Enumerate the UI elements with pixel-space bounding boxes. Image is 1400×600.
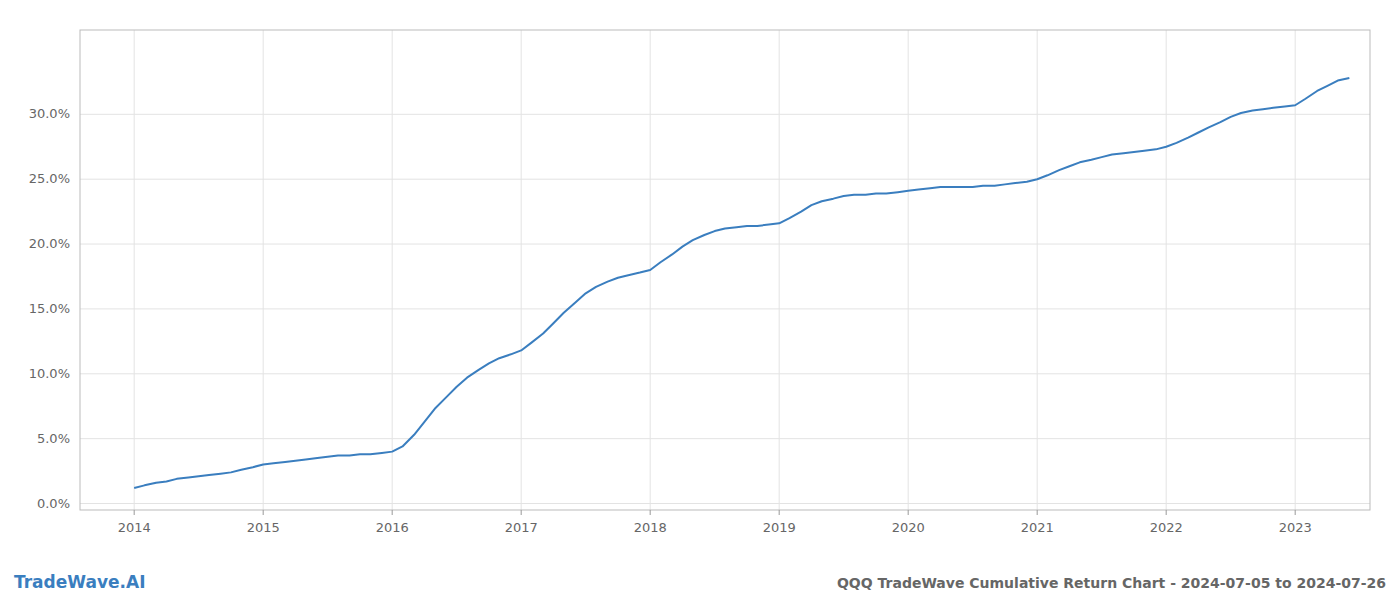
x-tick (1037, 510, 1038, 515)
x-tick-label: 2016 (376, 520, 409, 535)
x-grid-line (1166, 30, 1167, 510)
x-tick (1295, 510, 1296, 515)
x-tick (1166, 510, 1167, 515)
x-grid-line (779, 30, 780, 510)
x-tick (908, 510, 909, 515)
y-tick-label: 10.0% (29, 366, 70, 381)
y-tick-label: 20.0% (29, 236, 70, 251)
grid (80, 30, 1370, 510)
y-grid-line (80, 503, 1370, 504)
x-tick (134, 510, 135, 515)
y-axis: 0.0% 5.0% 10.0% 15.0% 20.0% 25.0% 30.0% (29, 106, 70, 510)
x-tick-label: 2019 (763, 520, 796, 535)
x-axis: 2014 2015 2016 2017 2018 2019 2020 2021 2022 2023 (118, 510, 1312, 535)
chart-container: 2014 2015 2016 2017 2018 2019 2020 2021 2022 2023… (0, 0, 1400, 600)
x-tick (779, 510, 780, 515)
x-tick-label: 2017 (505, 520, 538, 535)
y-grid-line (80, 308, 1370, 309)
x-tick-label: 2018 (634, 520, 667, 535)
x-tick (392, 510, 393, 515)
x-tick-label: 2015 (247, 520, 280, 535)
plot-frame (80, 30, 1370, 510)
x-tick-label: 2023 (1279, 520, 1312, 535)
watermark: TradeWave.AI (14, 572, 145, 592)
chart: 2014 2015 2016 2017 2018 2019 2020 2021 2022 2023… (0, 0, 1400, 600)
x-tick-label: 2021 (1021, 520, 1054, 535)
x-tick (263, 510, 264, 515)
y-grid-line (80, 179, 1370, 180)
x-grid-line (1295, 30, 1296, 510)
y-tick-label: 30.0% (29, 106, 70, 121)
title: QQQ TradeWave Cumulative Return Chart - … (837, 575, 1386, 591)
x-grid-line (263, 30, 264, 510)
y-grid-line (80, 438, 1370, 439)
y-tick-label: 0.0% (37, 496, 70, 511)
x-tick-label: 2020 (892, 520, 925, 535)
x-tick (521, 510, 522, 515)
y-grid-line (80, 114, 1370, 115)
y-grid-line (80, 244, 1370, 245)
y-grid-line (80, 373, 1370, 374)
plot-area (134, 78, 1349, 488)
x-grid-line (1037, 30, 1038, 510)
x-grid-line (521, 30, 522, 510)
y-tick-label: 25.0% (29, 171, 70, 186)
x-grid-line (908, 30, 909, 510)
x-grid-line (134, 30, 135, 510)
x-tick-label: 2014 (118, 520, 151, 535)
x-tick (650, 510, 651, 515)
line (134, 78, 1349, 488)
x-grid-line (392, 30, 393, 510)
y-tick-label: 5.0% (37, 431, 70, 446)
y-tick-label: 15.0% (29, 301, 70, 316)
x-tick-label: 2022 (1150, 520, 1183, 535)
